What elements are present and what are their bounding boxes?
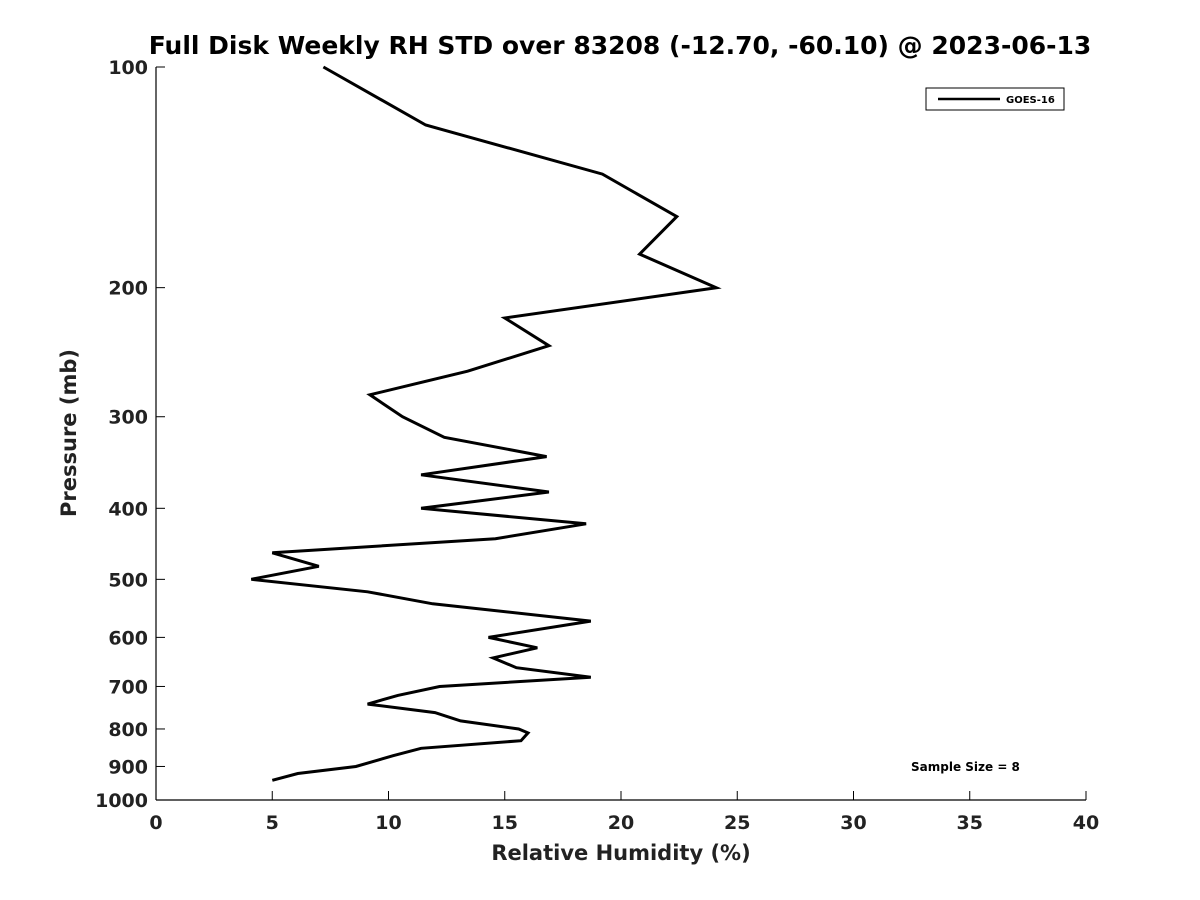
y-tick-label: 400 xyxy=(108,498,148,520)
x-ticks: 0 5 10 15 20 25 30 35 40 xyxy=(149,791,1099,834)
y-tick-label: 800 xyxy=(108,719,148,741)
legend: GOES-16 xyxy=(925,87,1065,111)
plot-area xyxy=(251,65,722,782)
x-tick-label: 20 xyxy=(608,812,634,834)
x-tick-label: 30 xyxy=(840,812,866,834)
x-tick-label: 5 xyxy=(266,812,279,834)
x-tick-label: 15 xyxy=(492,812,518,834)
y-tick-label: 600 xyxy=(108,627,148,649)
y-tick-label: 500 xyxy=(108,569,148,591)
y-tick-label: 300 xyxy=(108,407,148,429)
x-tick-label: 10 xyxy=(375,812,401,834)
x-tick-label: 0 xyxy=(149,812,162,834)
y-tick-label: 900 xyxy=(108,756,148,778)
y-tick-label: 100 xyxy=(108,57,148,79)
x-tick-label: 25 xyxy=(724,812,750,834)
x-tick-label: 35 xyxy=(957,812,983,834)
axes xyxy=(155,67,1086,801)
x-tick-label: 40 xyxy=(1073,812,1099,834)
y-tick-label: 200 xyxy=(108,278,148,300)
y-tick-label: 1000 xyxy=(95,790,148,812)
x-axis-label: Relative Humidity (%) xyxy=(491,841,750,865)
series-line-goes-16 xyxy=(251,65,722,782)
chart-title: Full Disk Weekly RH STD over 83208 (-12.… xyxy=(149,31,1092,60)
y-axis-label: Pressure (mb) xyxy=(57,349,81,517)
legend-entry-goes-16: GOES-16 xyxy=(1006,95,1055,106)
y-ticks: 100 200 300 400 500 600 700 800 900 1000 xyxy=(95,57,165,812)
y-tick-label: 700 xyxy=(108,676,148,698)
sample-size-annotation: Sample Size = 8 xyxy=(911,760,1020,774)
